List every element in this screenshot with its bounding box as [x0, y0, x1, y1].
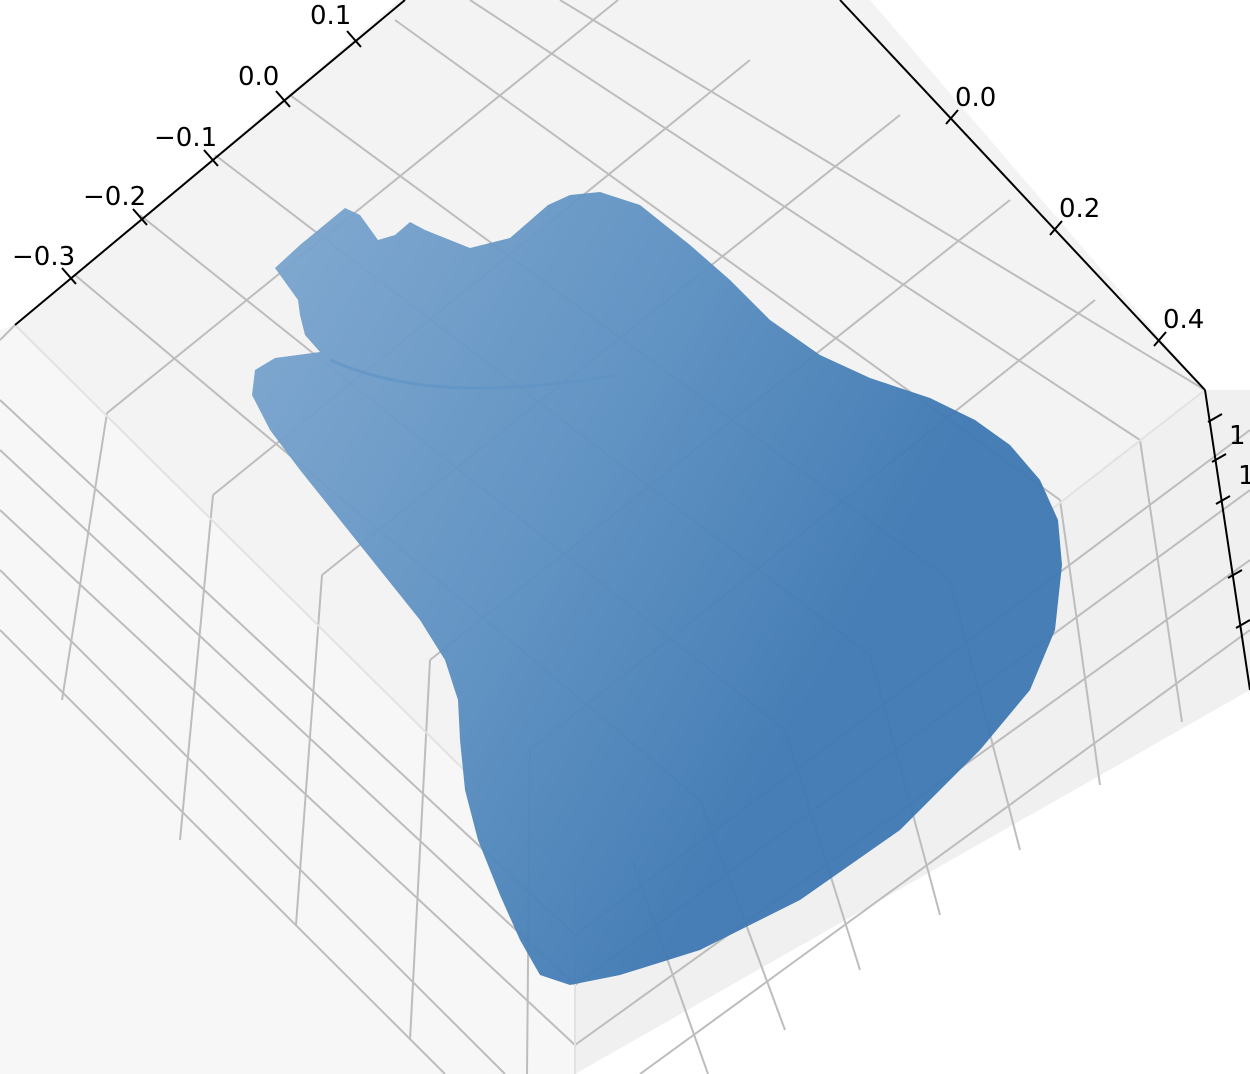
x-tick-mark — [61, 267, 77, 285]
z-axis-ticks — [1207, 413, 1250, 629]
pane-left — [0, 325, 575, 1074]
x-tick-label: −0.2 — [83, 182, 146, 212]
z-tick-mark — [1227, 569, 1243, 579]
x-axis-tick-labels: −0.3 −0.2 −0.1 0.0 0.1 — [12, 1, 351, 272]
z-tick-mark — [1215, 495, 1231, 505]
x-axis-line — [14, 0, 406, 326]
z-tick-mark — [1235, 619, 1250, 629]
z-tick-mark — [1207, 413, 1223, 423]
y-axis-ticks — [945, 109, 1167, 347]
grid-left-wall — [0, 324, 576, 1074]
x-axis-ticks — [61, 30, 362, 285]
point-cloud — [252, 192, 1062, 985]
y-tick-mark — [1153, 331, 1167, 347]
x-tick-mark — [346, 30, 362, 48]
x-tick-label: −0.3 — [12, 242, 75, 272]
z-tick-mark — [1211, 453, 1227, 463]
y-axis-line — [839, 0, 1206, 391]
x-tick-mark — [132, 208, 148, 226]
axes-lines — [14, 0, 1250, 691]
z-tick-label: 1 — [1229, 421, 1246, 451]
z-tick-label: 1 — [1238, 461, 1250, 491]
x-tick-label: 0.1 — [310, 1, 351, 31]
point-cloud-body — [252, 192, 1062, 985]
y-tick-label: 0.2 — [1059, 194, 1100, 224]
point-cloud-ridge — [329, 358, 621, 390]
y-tick-mark — [945, 109, 959, 125]
y-axis-tick-labels: 0.0 0.2 0.4 — [955, 83, 1204, 335]
x-tick-mark — [203, 149, 219, 167]
z-axis-line — [1204, 389, 1250, 691]
y-tick-label: 0.4 — [1163, 305, 1204, 335]
y-tick-mark — [1049, 220, 1063, 236]
y-tick-label: 0.0 — [955, 83, 996, 113]
x-tick-mark — [275, 90, 291, 108]
x-tick-label: 0.0 — [238, 62, 279, 92]
z-axis-tick-labels: 1 1 — [1229, 421, 1250, 491]
x-tick-label: −0.1 — [154, 123, 217, 153]
